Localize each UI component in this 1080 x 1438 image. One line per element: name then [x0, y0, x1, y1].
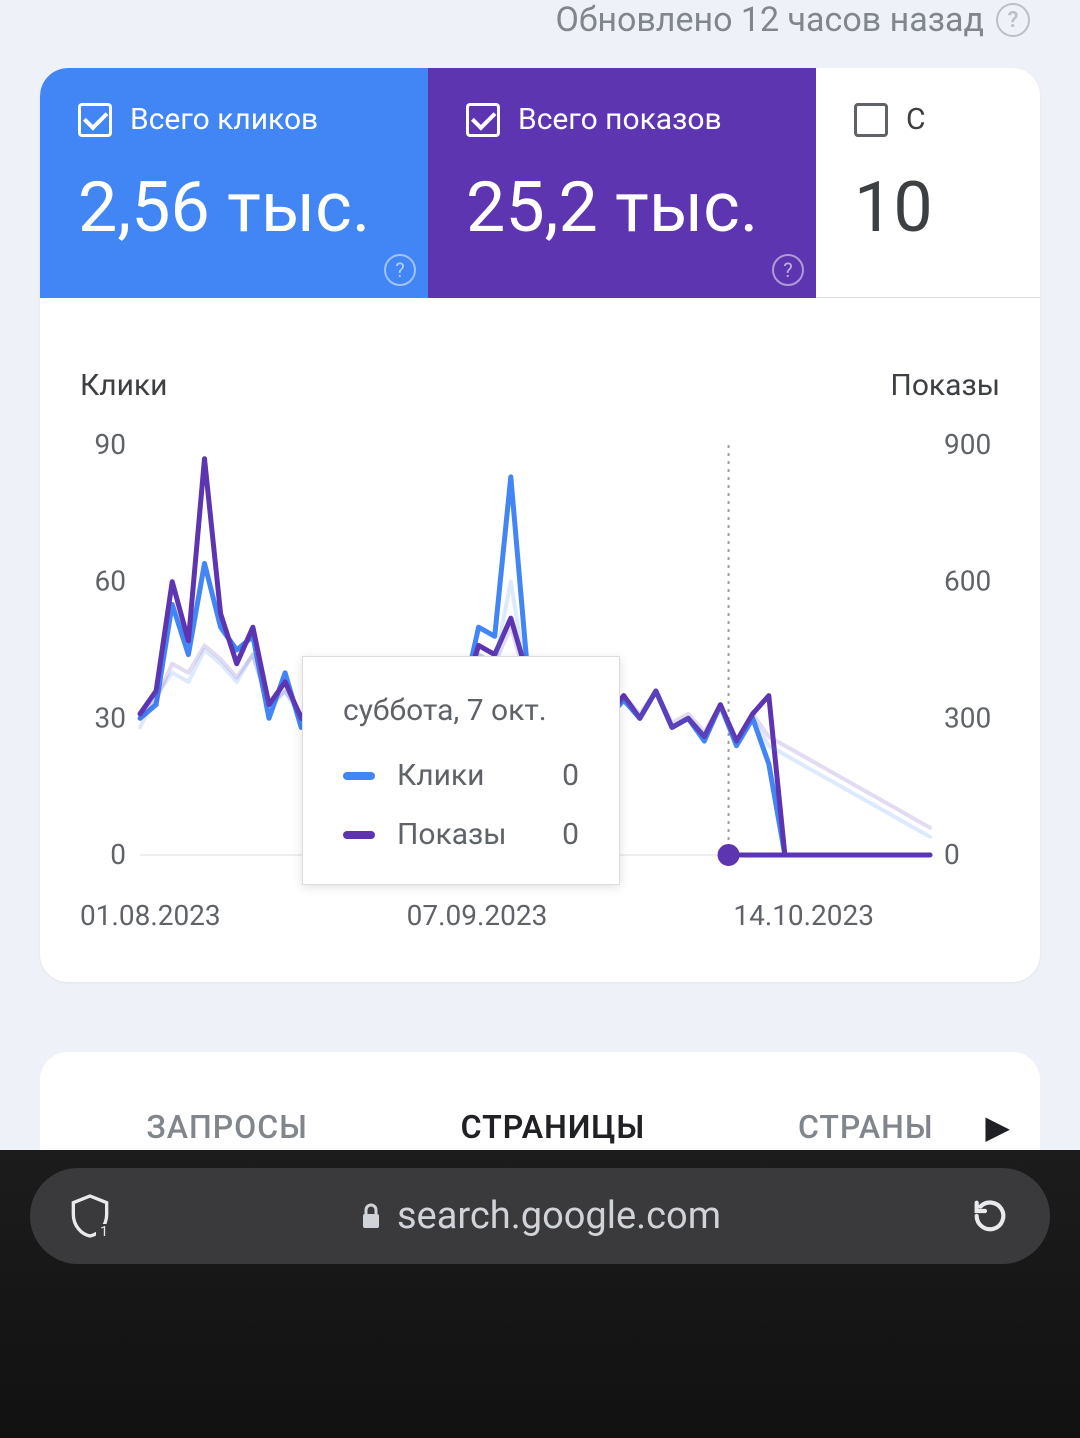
- metric-tile-partial[interactable]: С 10: [816, 68, 1040, 298]
- tooltip-value: 0: [529, 817, 579, 852]
- right-axis-title: Показы: [890, 368, 1000, 403]
- svg-text:900: 900: [944, 428, 991, 461]
- checkbox-icon[interactable]: [466, 103, 500, 137]
- metric-tiles: Всего кликов 2,56 тыс. ? Всего показов 2…: [40, 68, 1040, 298]
- x-tick: 01.08.2023: [80, 899, 221, 932]
- metric-value: 25,2 тыс.: [466, 167, 782, 249]
- x-tick: 14.10.2023: [733, 899, 874, 932]
- updated-row: Обновлено 12 часов назад ?: [0, 0, 1080, 68]
- shield-icon[interactable]: 1: [70, 1194, 110, 1238]
- svg-text:90: 90: [95, 428, 126, 461]
- x-tick: 07.09.2023: [407, 899, 548, 932]
- url-text: search.google.com: [397, 1194, 721, 1238]
- tooltip-value: 0: [529, 758, 579, 793]
- chart-tooltip: суббота, 7 окт. Клики 0 Показы 0: [302, 656, 620, 885]
- svg-text:0: 0: [110, 838, 126, 871]
- svg-text:600: 600: [944, 565, 991, 598]
- metric-head: Всего кликов: [78, 102, 394, 137]
- svg-text:60: 60: [95, 565, 126, 598]
- svg-text:300: 300: [944, 701, 991, 734]
- tooltip-label: Показы: [397, 817, 507, 852]
- metric-label: Всего кликов: [130, 102, 318, 137]
- tooltip-label: Клики: [397, 758, 507, 793]
- metric-value: 10: [854, 167, 1006, 249]
- swatch-icon: [343, 831, 375, 839]
- help-icon[interactable]: ?: [996, 3, 1030, 37]
- tooltip-row: Показы 0: [343, 817, 579, 852]
- reload-icon[interactable]: [970, 1196, 1010, 1236]
- metric-head: Всего показов: [466, 102, 782, 137]
- checkbox-icon[interactable]: [854, 103, 888, 137]
- svg-text:30: 30: [95, 701, 126, 734]
- metric-value: 2,56 тыс.: [78, 167, 394, 249]
- swatch-icon: [343, 772, 375, 780]
- url-bar[interactable]: 1 search.google.com: [30, 1168, 1050, 1264]
- svg-text:0: 0: [944, 838, 960, 871]
- checkbox-icon[interactable]: [78, 103, 112, 137]
- tooltip-row: Клики 0: [343, 758, 579, 793]
- url-display: search.google.com: [110, 1194, 970, 1238]
- help-icon[interactable]: ?: [384, 254, 416, 286]
- chart-axis-titles: Клики Показы: [80, 368, 1000, 403]
- browser-bar: 1 search.google.com: [0, 1150, 1080, 1438]
- lock-icon: [359, 1202, 383, 1230]
- updated-text: Обновлено 12 часов назад: [555, 0, 984, 40]
- left-axis-title: Клики: [80, 368, 167, 403]
- metric-head: С: [854, 102, 1006, 137]
- metric-label: Всего показов: [518, 102, 722, 137]
- tooltip-title: суббота, 7 окт.: [343, 693, 579, 728]
- metric-tile-impressions[interactable]: Всего показов 25,2 тыс. ?: [428, 68, 816, 298]
- x-axis-ticks: 01.08.2023 07.09.2023 14.10.2023: [80, 899, 1000, 932]
- chevron-right-icon[interactable]: ▶: [985, 1108, 1010, 1146]
- tab-queries[interactable]: ЗАПРОСЫ: [146, 1108, 307, 1146]
- help-icon[interactable]: ?: [772, 254, 804, 286]
- metric-label: С: [906, 102, 926, 137]
- metric-tile-clicks[interactable]: Всего кликов 2,56 тыс. ?: [40, 68, 428, 298]
- tabs-card: ЗАПРОСЫ СТРАНИЦЫ СТРАНЫ ▶: [40, 1052, 1040, 1152]
- tab-countries[interactable]: СТРАНЫ: [798, 1108, 934, 1146]
- tab-count-badge: 1: [96, 1224, 112, 1240]
- tab-pages[interactable]: СТРАНИЦЫ: [461, 1108, 646, 1146]
